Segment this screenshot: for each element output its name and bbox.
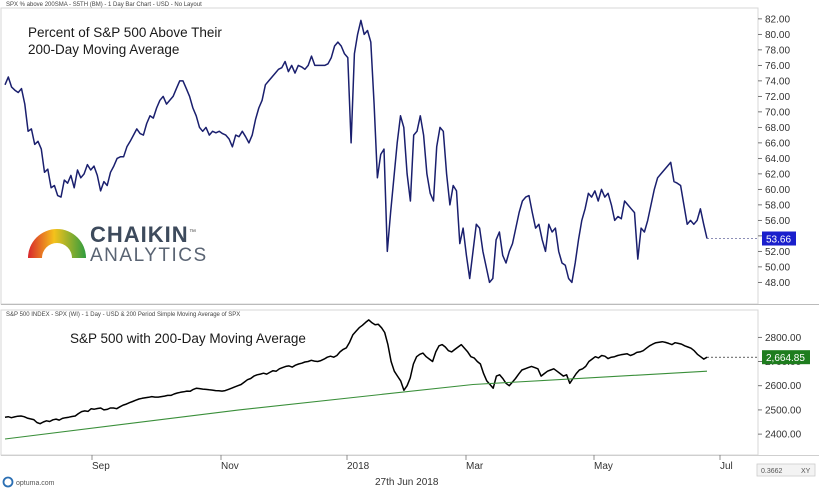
- footer-brand: optuma.com: [16, 480, 55, 487]
- y-tick-label: 68.00: [765, 123, 790, 134]
- y-tick-label: 60.00: [765, 185, 790, 196]
- x-axis: Sep Nov 2018 Mar May Jul: [91, 455, 733, 472]
- scale-xy-icon: XY: [801, 468, 811, 475]
- chaikin-logo: CHAIKIN ™ ANALYTICS: [28, 222, 208, 266]
- y-tick-label: 58.00: [765, 200, 790, 211]
- footer-date: 27th Jun 2018: [375, 477, 439, 488]
- top-annotation-line1: Percent of S&P 500 Above Their: [28, 25, 222, 40]
- y-tick-label: 64.00: [765, 154, 790, 165]
- bottom-y-axis: 2800.002700.002600.002500.002400.002,664…: [707, 333, 810, 441]
- y-tick-label: 76.00: [765, 61, 790, 72]
- scale-box[interactable]: [756, 463, 816, 477]
- logo-main-text: CHAIKIN: [90, 222, 189, 247]
- bottom-series-group: [4, 319, 708, 440]
- spx-line: [4, 319, 708, 425]
- y-tick-label: 2500.00: [765, 405, 802, 416]
- x-tick-label: Mar: [466, 461, 484, 472]
- footer: optuma.com 27th Jun 2018 0.3662 XY: [2, 463, 816, 488]
- top-chart-caption: SPX % above 200SMA - S5TH (BM) - 1 Day B…: [6, 2, 202, 8]
- y-tick-label: 52.00: [765, 247, 790, 258]
- y-tick-label: 70.00: [765, 107, 790, 118]
- y-tick-label: 72.00: [765, 92, 790, 103]
- y-tick-label: 82.00: [765, 14, 790, 25]
- y-tick-label: 56.00: [765, 216, 790, 227]
- last-value-badge: [762, 350, 810, 365]
- y-tick-label: 48.00: [765, 278, 790, 289]
- last-value-badge: [762, 231, 796, 246]
- y-tick-label: 2800.00: [765, 333, 802, 344]
- y-tick-label: 62.00: [765, 169, 790, 180]
- top-y-axis: 82.00 80.00 78.00 76.00 74.00 72.00 70.00 68.00…: [707, 14, 796, 289]
- last-value-label: 53.66: [766, 235, 791, 246]
- logo-tm: ™: [189, 229, 196, 236]
- y-tick-label: 80.00: [765, 30, 790, 41]
- y-tick-label: 78.00: [765, 45, 790, 56]
- last-value-label: 2,664.85: [766, 353, 805, 364]
- y-tick-label: 2400.00: [765, 430, 802, 441]
- gauge-icon: [28, 229, 86, 258]
- top-annotation-line2: 200-Day Moving Average: [28, 42, 179, 57]
- y-tick-label: 50.00: [765, 262, 790, 273]
- x-tick-label: Jul: [720, 461, 733, 472]
- y-tick-label: 2600.00: [765, 381, 802, 392]
- optuma-logo-icon: [2, 476, 14, 488]
- bottom-annotation: S&P 500 with 200-Day Moving Average: [70, 331, 306, 346]
- x-tick-label: 2018: [347, 461, 370, 472]
- bottom-chart-caption: S&P 500 INDEX - SPX (WI) - 1 Day - USD &…: [6, 312, 240, 318]
- top-series-group: [4, 19, 708, 284]
- scale-value: 0.3662: [761, 468, 783, 475]
- x-tick-label: Sep: [92, 461, 110, 472]
- x-tick-label: Nov: [221, 461, 239, 472]
- x-tick-label: May: [594, 461, 613, 472]
- logo-sub-text: ANALYTICS: [90, 245, 208, 266]
- y-tick-label: 74.00: [765, 76, 790, 87]
- s5th-line: [4, 19, 708, 284]
- sma200-line: [4, 370, 708, 440]
- y-tick-label: 66.00: [765, 138, 790, 149]
